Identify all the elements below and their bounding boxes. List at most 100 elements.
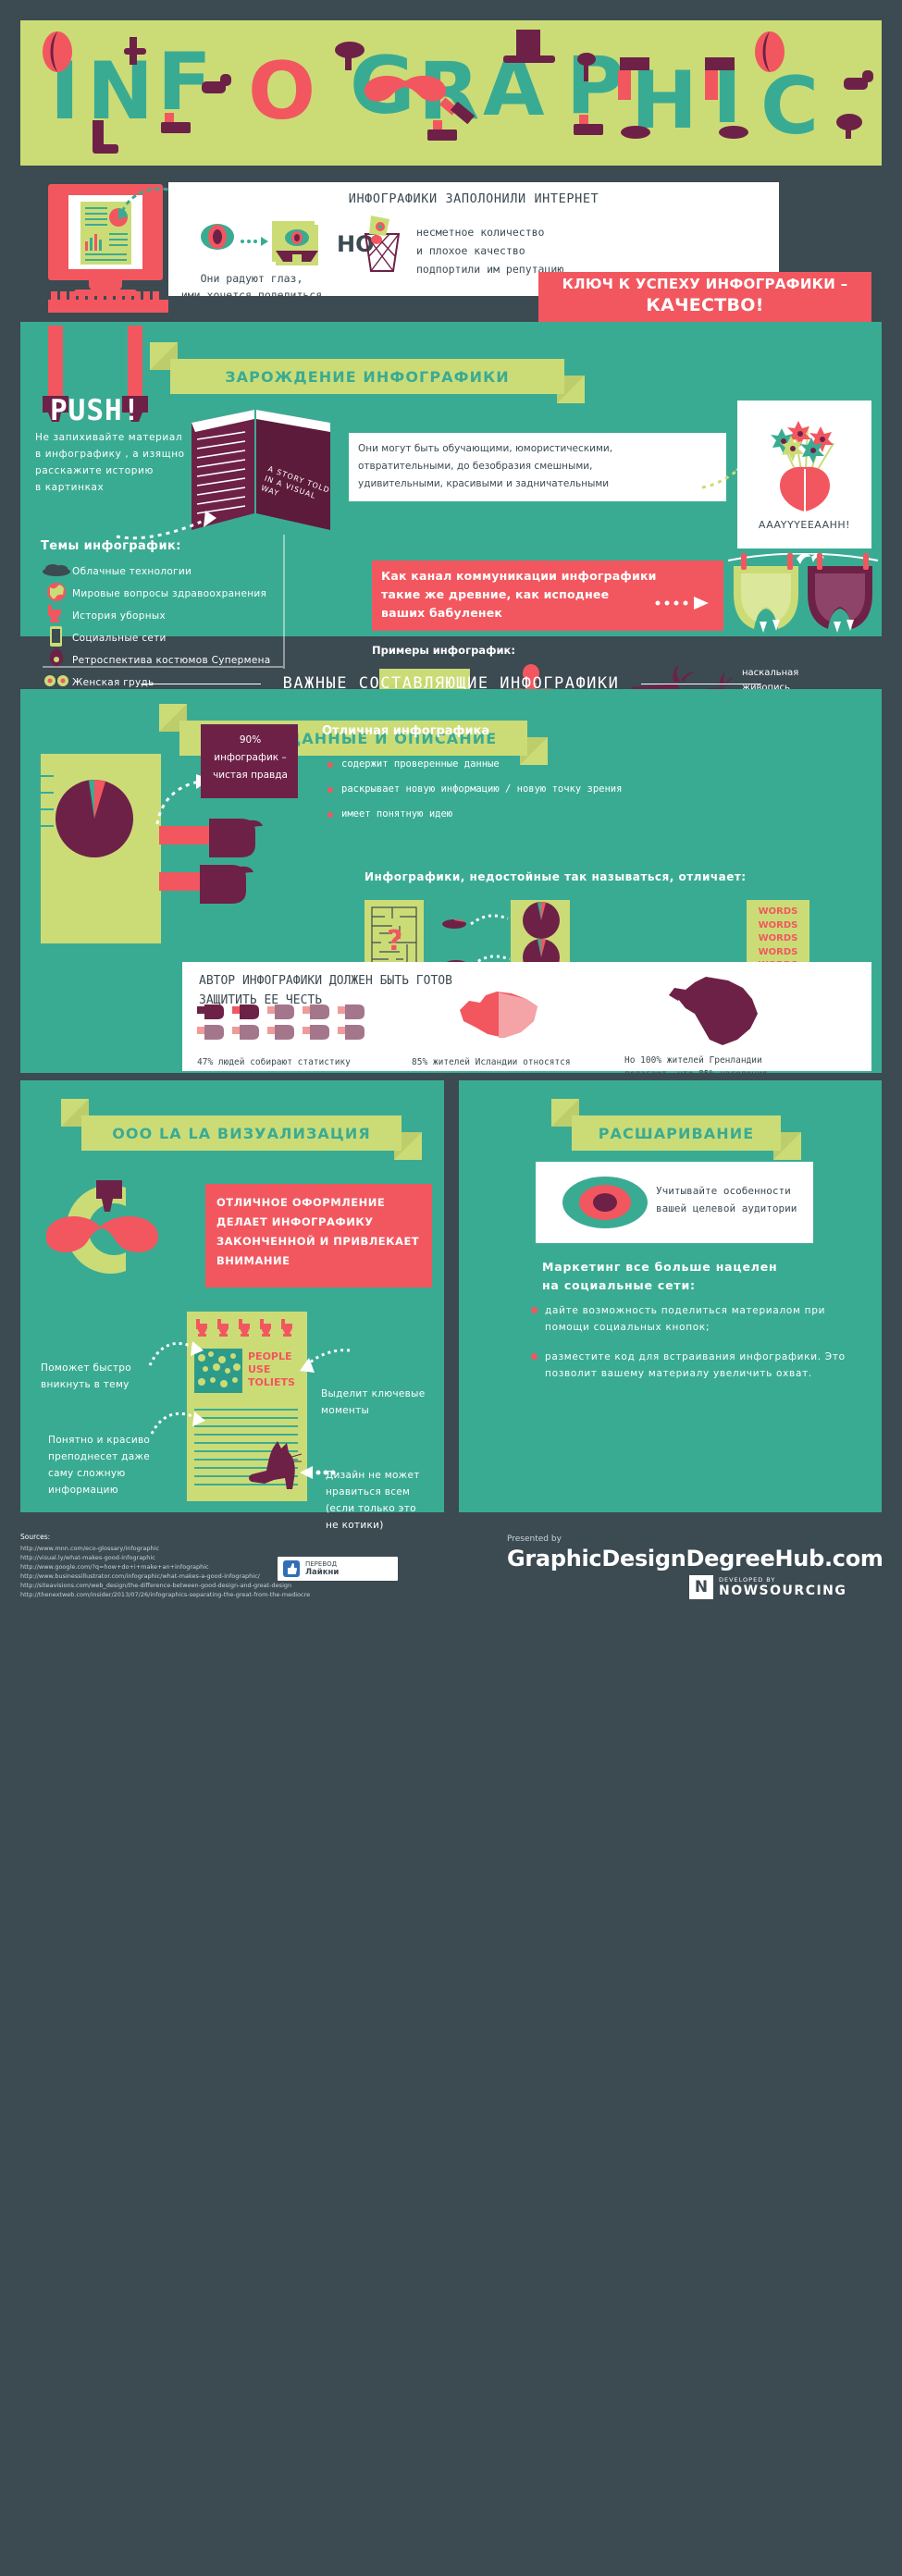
push-label: PUSH!	[50, 394, 142, 427]
birth-section: ЗАРОЖДЕНИЕ ИНФОГРАФИКИ PUSH! Не запихива…	[20, 322, 882, 780]
footer: Sources: http://www.mnn.com/eco-glossary…	[0, 1522, 902, 1651]
monitor-screen	[68, 195, 142, 269]
birth-white-line2: отвратительными, до безобразия смешными,	[358, 461, 593, 472]
monitor-document	[80, 202, 131, 265]
toilet-icon	[217, 1319, 229, 1337]
topic-label: Ретроспектива костюмов Супермена	[72, 655, 271, 666]
bad-infographic-title: Инфографики, недостойные так называться,…	[365, 870, 747, 883]
poster-words-line2: USE	[248, 1363, 271, 1375]
topic-row: История уборных	[41, 604, 346, 627]
key-banner-line2: КАЧЕСТВО!	[646, 295, 764, 315]
intro-right-line1: несметное количество	[416, 226, 545, 239]
note-tl-line2: вникнуть в тему	[41, 1379, 130, 1390]
presented-by-label: Presented by	[507, 1535, 562, 1544]
note-tr-line2: моменты	[321, 1405, 370, 1416]
note-tl-line1: Поможет быстро	[41, 1362, 131, 1374]
topic-row: Облачные технологии	[41, 561, 346, 583]
source-link[interactable]: http://thenextweb.com/insider/2013/07/26…	[20, 1591, 311, 1598]
eye-icon	[201, 224, 234, 250]
share-white-text: Учитывайте особенности вашей целевой ауд…	[656, 1182, 813, 1217]
note-bl-line3: саму сложную	[48, 1468, 126, 1479]
topics-list: Темы инфографик: Облачные технологии Мир…	[41, 539, 346, 694]
poster-illustration: PEOPLE USE TOLIETS	[187, 1312, 307, 1501]
source-link[interactable]: http://www.mnn.com/eco-glossary/infograp…	[20, 1545, 160, 1552]
thumb2-icon	[844, 70, 873, 90]
blob1-icon	[621, 126, 650, 139]
sources-list: Sources: http://www.mnn.com/eco-glossary…	[20, 1533, 409, 1599]
bullet-row: раскрывает новую информацию / новую точк…	[327, 782, 846, 796]
stat-90-line3: чистая правда	[213, 770, 288, 781]
nowsourcing-logo: N	[689, 1575, 713, 1599]
header-title-letters: I N F O G R A P H I C	[20, 20, 882, 166]
dotted-pointer2-icon	[150, 1411, 205, 1435]
bullet-text: имеет понятную идею	[341, 808, 453, 820]
cat-icon	[249, 1441, 303, 1489]
developer-name: NOWSOURCING	[719, 1584, 847, 1598]
toilet-icon	[196, 1319, 207, 1337]
stat-caption: полагают, что 85% населения	[624, 1069, 768, 1079]
note-top-right: Выделит ключевые моменты	[321, 1386, 446, 1419]
source-link[interactable]: http://www.businessillustrator.com/infog…	[20, 1572, 260, 1580]
poster-words: PEOPLE USE TOLIETS	[248, 1350, 295, 1389]
thumbs-up-icon	[159, 819, 263, 904]
intro-right-line3: подпортили им репутацию	[416, 263, 564, 276]
iceland-map-icon	[460, 992, 537, 1038]
birth-white-card: Они могут быть обучающими, юмористически…	[349, 433, 726, 501]
shoe-icon	[161, 113, 191, 133]
topic-label: История уборных	[72, 610, 166, 622]
topic-row: Социальные сети	[41, 625, 346, 649]
marketing-title: Маркетинг все больше нацелен на социальн…	[542, 1258, 857, 1295]
vertical-divider	[283, 535, 285, 669]
topic-label: Женская грудь	[72, 677, 154, 688]
translate-badge-line2: Лайкни	[305, 1568, 340, 1577]
translate-badge-line1: ПЕРЕВОД	[305, 1560, 338, 1568]
source-link[interactable]: http://www.google.com/?q=how+do+i+make+a…	[20, 1563, 209, 1571]
words-line: WORDS	[758, 933, 798, 943]
topic-row: Женская грудь	[41, 672, 346, 694]
stat-caption: к этому отрицательно	[412, 1071, 518, 1081]
author-title-line2: ЗАЩИТИТЬ ЕЕ ЧЕСТЬ	[199, 993, 323, 1007]
toilet-icon	[239, 1319, 250, 1337]
cave-caption-line1: наскальная	[742, 668, 799, 678]
flowers-caption: AAAYYYEEAAHH!	[758, 519, 851, 531]
cloud-icon	[41, 563, 72, 581]
viz-red-line3: ЗАКОНЧЕННОЙ И ПРИВЛЕКАЕТ	[216, 1235, 420, 1248]
note-bl-line4: информацию	[48, 1485, 118, 1496]
balloon2-icon	[755, 31, 785, 72]
intro-left-line1: Они радуют глаз,	[200, 272, 303, 285]
sock2-icon	[705, 57, 735, 70]
poster-words-line3: TOLIETS	[248, 1376, 295, 1388]
header-letter-n: N	[87, 45, 154, 138]
source-link[interactable]: http://visual.ly/what-makes-good-infogra…	[20, 1554, 155, 1561]
stat-iceland-col: 85% жителей Исландии относятся к этому о…	[412, 986, 597, 1083]
cape-icon	[41, 647, 72, 673]
visualization-section: ООО LA LA ВИЗУАЛИЗАЦИЯ ОТЛИЧНОЕ ОФОРМЛЕН…	[20, 1080, 446, 1531]
source-link[interactable]: http://siteavisions.com/web_design/the-d…	[20, 1582, 292, 1589]
share-ribbon: РАСШАРИВАНИЕ	[551, 1099, 801, 1160]
translate-badge[interactable]: ПЕРЕВОД Лайкни	[278, 1557, 398, 1581]
intro-left-caption: Они радуют глаз, ими хочется поделиться	[168, 270, 335, 303]
poster-words-line1: PEOPLE	[248, 1350, 292, 1362]
viz-red-box: ОТЛИЧНОЕ ОФОРМЛЕНИЕ ДЕЛАЕТ ИНФОГРАФИКУ З…	[205, 1184, 432, 1288]
target-eye-icon	[562, 1177, 648, 1228]
monitor-stand	[89, 280, 122, 290]
intro-title: ИНФОГРАФИКИ ЗАПОЛОНИЛИ ИНТЕРНЕТ	[348, 191, 599, 206]
share-white-line2: вашей целевой аудитории	[656, 1202, 797, 1214]
cave-caption: наскальная живопись	[742, 666, 834, 696]
share-ribbon-title: РАСШАРИВАНИЕ	[572, 1115, 781, 1151]
stat-caption: 85% жителей Исландии относятся	[412, 1057, 571, 1067]
viz-red-line1: ОТЛИЧНОЕ ОФОРМЛЕНИЕ	[216, 1196, 386, 1209]
sources-heading: Sources:	[20, 1533, 51, 1541]
stat-90-line2: инфографик –	[214, 752, 287, 763]
topic-row: Ретроспектива костюмов Супермена	[41, 647, 346, 673]
translate-badge-text: ПЕРЕВОД Лайкни	[305, 1560, 339, 1577]
dotted-arrow-icon	[241, 237, 268, 246]
boot-icon	[93, 120, 118, 154]
flowers-card: AAAYYYEEAAHH!	[737, 401, 871, 548]
birth-ribbon-title: ЗАРОЖДЕНИЕ ИНФОГРАФИКИ	[170, 359, 564, 394]
dotted-arrow2-icon	[655, 597, 709, 610]
pie-chart-card	[41, 754, 161, 943]
toilet-icon	[260, 1319, 271, 1337]
bullet-dot-icon	[327, 812, 333, 818]
stat-90-box: 90% инфографик – чистая правда	[201, 724, 298, 798]
